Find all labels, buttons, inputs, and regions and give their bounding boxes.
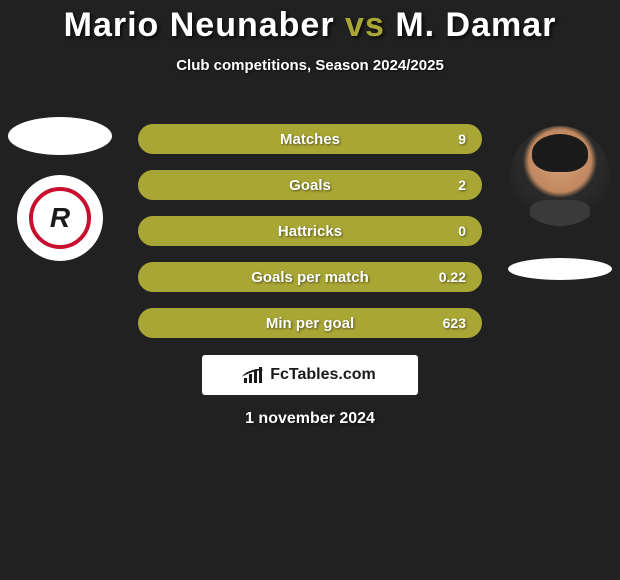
stats-list: Matches 9 Goals 2 Hattricks 0 Goals per … — [138, 124, 482, 354]
player-right-column — [508, 126, 612, 280]
chart-icon — [244, 367, 264, 383]
branding-text: FcTables.com — [270, 366, 376, 384]
club-badge-letter: R — [29, 187, 91, 249]
infographic-container: Mario Neunaber vs M. Damar Club competit… — [0, 0, 620, 580]
player1-club-badge: R — [17, 175, 103, 261]
stat-row-matches: Matches 9 — [138, 124, 482, 154]
stat-value-right: 0 — [458, 223, 466, 239]
stat-row-gpm: Goals per match 0.22 — [138, 262, 482, 292]
vs-label: vs — [345, 6, 385, 44]
stat-label: Goals per match — [251, 269, 369, 286]
player1-name: Mario Neunaber — [64, 6, 335, 44]
comparison-title: Mario Neunaber vs M. Damar — [0, 0, 620, 45]
subtitle: Club competitions, Season 2024/2025 — [0, 57, 620, 74]
player-left-column: R — [8, 117, 112, 261]
stat-label: Hattricks — [278, 223, 342, 240]
stat-label: Min per goal — [266, 315, 354, 332]
player2-avatar-photo — [510, 126, 610, 226]
player2-name: M. Damar — [395, 6, 556, 44]
branding-badge: FcTables.com — [202, 355, 418, 395]
player2-club-badge-placeholder — [508, 258, 612, 280]
stat-row-goals: Goals 2 — [138, 170, 482, 200]
stat-value-right: 9 — [458, 131, 466, 147]
stat-value-right: 0.22 — [439, 269, 466, 285]
stat-row-hattricks: Hattricks 0 — [138, 216, 482, 246]
player1-avatar-placeholder — [8, 117, 112, 155]
stat-label: Goals — [289, 177, 331, 194]
stat-row-mpg: Min per goal 623 — [138, 308, 482, 338]
date-label: 1 november 2024 — [245, 410, 375, 428]
stat-value-right: 623 — [443, 315, 466, 331]
stat-value-right: 2 — [458, 177, 466, 193]
stat-label: Matches — [280, 131, 340, 148]
